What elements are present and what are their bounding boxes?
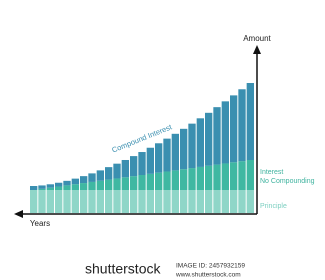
bar-segment — [180, 190, 188, 213]
bar-segment — [163, 190, 171, 213]
bar-segment — [30, 186, 38, 190]
bar-segment — [155, 190, 163, 213]
bar-segment — [196, 190, 204, 213]
bar-segment — [105, 179, 113, 190]
bar-segment — [138, 175, 146, 190]
bar-segment — [230, 190, 238, 213]
bar-segment — [146, 190, 154, 213]
simple-label: No Compounding — [260, 178, 315, 185]
bar-segment — [96, 190, 104, 213]
bar-segment — [80, 176, 88, 184]
bar-segment — [63, 190, 71, 213]
principle-label: Principle — [260, 203, 287, 210]
bar-segment — [188, 123, 196, 169]
bar-segment — [96, 170, 104, 181]
bars — [30, 83, 254, 213]
watermark-url: www.shutterstock.com — [175, 272, 241, 279]
bar-segment — [138, 190, 146, 213]
bar-segment — [105, 167, 113, 180]
bar-segment — [246, 160, 254, 190]
bar-segment — [188, 168, 196, 190]
bar-segment — [46, 184, 54, 188]
bar-segment — [130, 190, 138, 213]
bar-segment — [205, 165, 213, 190]
bar-segment — [213, 107, 221, 165]
bar-segment — [171, 190, 179, 213]
bar-segment — [113, 178, 121, 190]
bar-segment — [46, 190, 54, 213]
watermark-brand: shutterstock — [85, 261, 161, 277]
bar-segment — [96, 180, 104, 190]
bar-segment — [88, 173, 96, 182]
simple-label: Interest — [260, 169, 283, 176]
bar-segment — [213, 164, 221, 190]
bar-segment — [130, 176, 138, 190]
bar-segment — [121, 190, 129, 213]
bar-segment — [146, 147, 154, 174]
bar-segment — [205, 112, 213, 166]
bar-segment — [221, 163, 229, 190]
bar-segment — [238, 89, 246, 162]
watermark-id: IMAGE ID: 2457932159 — [176, 263, 245, 270]
bar-segment — [113, 163, 121, 179]
bar-segment — [38, 190, 46, 213]
bar-segment — [180, 128, 188, 170]
bar-segment — [230, 95, 238, 163]
bar-segment — [155, 143, 163, 173]
bar-segment — [80, 190, 88, 213]
bar-segment — [221, 101, 229, 164]
bar-segment — [71, 184, 79, 190]
bar-segment — [130, 156, 138, 177]
bar-segment — [146, 173, 154, 190]
bar-segment — [138, 152, 146, 175]
bar-segment — [88, 181, 96, 190]
bar-segment — [171, 133, 179, 171]
bar-segment — [205, 190, 213, 213]
y-arrow — [253, 45, 261, 54]
bar-segment — [196, 166, 204, 190]
bar-segment — [55, 190, 63, 213]
bar-segment — [71, 178, 79, 185]
bar-segment — [38, 188, 46, 190]
bar-segment — [63, 185, 71, 190]
bar-segment — [238, 190, 246, 213]
bar-segment — [30, 190, 38, 213]
x-arrow — [14, 210, 23, 218]
bar-segment — [88, 190, 96, 213]
bar-segment — [71, 190, 79, 213]
bar-segment — [221, 190, 229, 213]
bar-segment — [163, 138, 171, 172]
bar-segment — [121, 177, 129, 190]
bar-segment — [171, 170, 179, 190]
bar-segment — [163, 171, 171, 190]
bar-segment — [121, 159, 129, 178]
bar-segment — [105, 190, 113, 213]
bar-segment — [196, 118, 204, 167]
bar-segment — [55, 182, 63, 187]
bar-segment — [155, 172, 163, 190]
bar-segment — [113, 190, 121, 213]
bar-segment — [180, 169, 188, 190]
bar-segment — [246, 83, 254, 160]
y-axis-label: Amount — [243, 34, 271, 43]
bar-segment — [213, 190, 221, 213]
bar-segment — [46, 187, 54, 190]
bar-segment — [230, 162, 238, 190]
bar-segment — [246, 190, 254, 213]
bar-segment — [63, 180, 71, 186]
bar-segment — [188, 190, 196, 213]
bar-segment — [238, 161, 246, 190]
bar-segment — [38, 185, 46, 189]
bar-segment — [55, 186, 63, 190]
bar-segment — [80, 183, 88, 190]
x-axis-label: Years — [30, 219, 50, 228]
